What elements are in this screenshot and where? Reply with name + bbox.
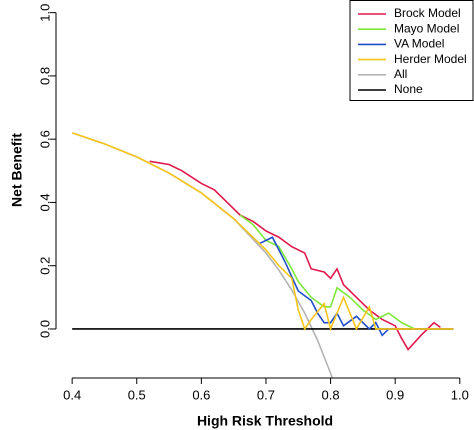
series-line (71, 132, 454, 332)
series-line (149, 160, 441, 351)
legend-label: Brock Model (394, 6, 461, 20)
legend-label: None (394, 82, 423, 96)
x-tick-label: 0.5 (128, 387, 146, 402)
legend-box (349, 0, 474, 101)
x-tick-label: 0.6 (192, 387, 210, 402)
y-tick-label: 0.2 (37, 257, 52, 275)
y-tick-label: 1.0 (37, 4, 52, 22)
legend-label: All (394, 67, 407, 81)
y-tick-label: 0.4 (37, 193, 52, 211)
y-tick-label: 0.8 (37, 67, 52, 85)
series-line (239, 214, 415, 330)
y-tick-label: 0.0 (37, 320, 52, 338)
x-tick-label: 0.8 (322, 387, 340, 402)
legend-label: Herder Model (394, 52, 467, 66)
x-tick-label: 0.7 (257, 387, 275, 402)
x-axis-title: High Risk Threshold (197, 413, 333, 429)
y-tick-label: 0.6 (37, 130, 52, 148)
y-axis-title: Net Benefit (9, 133, 25, 207)
x-tick-label: 0.9 (386, 387, 404, 402)
legend-label: Mayo Model (394, 21, 459, 35)
series-line (71, 132, 334, 378)
x-tick-label: 1.0 (451, 387, 469, 402)
legend-label: VA Model (394, 37, 444, 51)
x-tick-label: 0.4 (63, 387, 81, 402)
series-line (259, 236, 390, 337)
plot-area (71, 132, 454, 378)
